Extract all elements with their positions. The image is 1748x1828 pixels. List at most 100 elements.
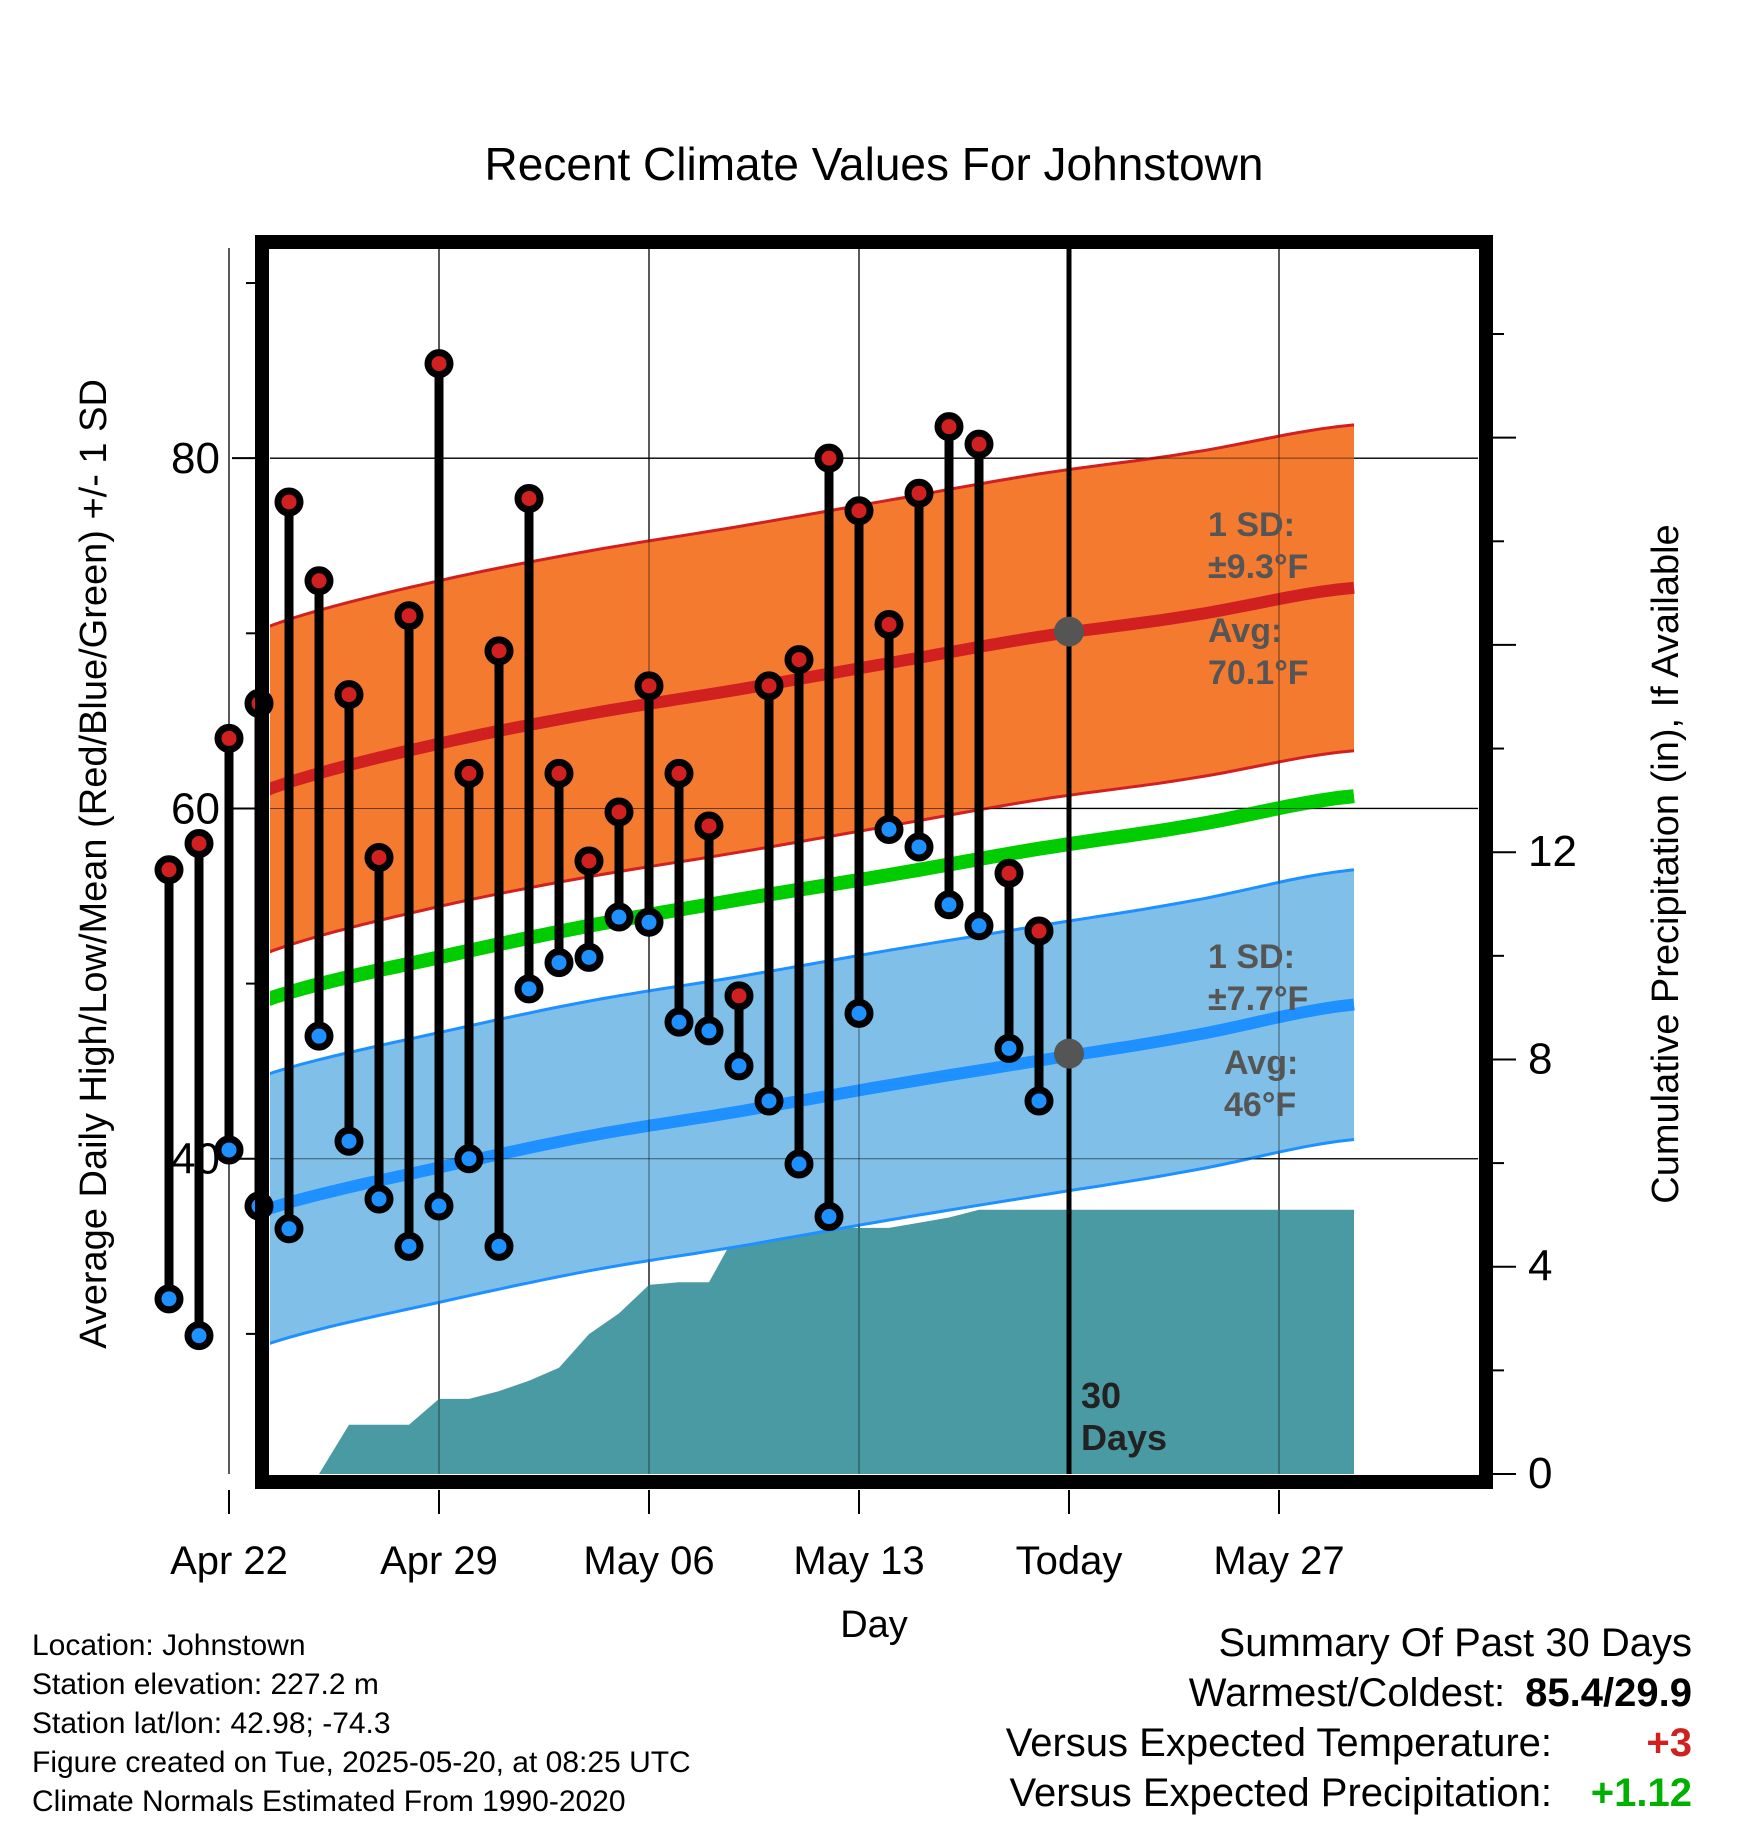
high-point <box>604 797 634 827</box>
x-axis-label: Day <box>840 1604 908 1646</box>
low-sd-unit: °F <box>1274 980 1308 1018</box>
high-point <box>634 671 664 701</box>
created-text: Figure created on Tue, 2025-05-20, at 08… <box>32 1746 691 1779</box>
low-point <box>934 890 964 920</box>
daily-range-bars <box>154 349 1054 1351</box>
high-point <box>874 610 904 640</box>
x-tick-label: May 06 <box>583 1539 714 1583</box>
low-point <box>814 1202 844 1232</box>
right-tick-label: 4 <box>1528 1242 1552 1291</box>
low-sd-value: ±7.7 <box>1208 980 1274 1018</box>
today-low-average-marker <box>1054 1038 1084 1069</box>
high-point <box>304 566 334 596</box>
high-point <box>484 636 514 666</box>
low-point <box>964 911 994 941</box>
high-band-upper-edge <box>270 423 1355 628</box>
high-point <box>904 478 934 508</box>
right-tick-label: 12 <box>1528 827 1577 876</box>
x-tick-label: Apr 29 <box>380 1539 498 1583</box>
high-point <box>844 496 874 526</box>
precip-row: Versus Expected Precipitation: +1.12 <box>1006 1768 1692 1818</box>
low-band-upper-edge <box>270 868 1355 1076</box>
today-high-average-marker <box>1054 616 1084 647</box>
x-tick-label: Apr 22 <box>170 1539 288 1583</box>
high-avg-unit: °F <box>1274 654 1308 692</box>
low-point <box>454 1144 484 1174</box>
high-point <box>694 811 724 841</box>
low-point <box>784 1149 814 1179</box>
elevation-text: Station elevation: 227.2 m <box>32 1668 379 1701</box>
high-point <box>514 483 544 513</box>
summary-panel: Summary Of Past 30 Days Warmest/Coldest:… <box>1006 1618 1692 1818</box>
low-avg-unit: °F <box>1262 1086 1296 1124</box>
high-point <box>1024 916 1054 946</box>
high-annotation: 1 SD: ±9.3°F Avg: 70.1°F <box>1208 506 1309 692</box>
low-point <box>1024 1086 1054 1116</box>
high-avg-value-text: 70.1°F <box>1208 654 1309 692</box>
low-point <box>754 1086 784 1116</box>
low-annotation: 1 SD: ±7.7°F Avg: 46°F <box>1208 938 1308 1124</box>
low-point <box>274 1214 304 1244</box>
low-point <box>604 902 634 932</box>
low-point <box>514 974 544 1004</box>
high-sd-unit: °F <box>1274 548 1308 586</box>
high-point <box>754 671 784 701</box>
plot-frame <box>255 235 1493 1489</box>
high-point <box>814 443 844 473</box>
high-point <box>544 758 574 788</box>
high-sd-band <box>270 424 1354 952</box>
low-avg-value: 46 <box>1224 1086 1262 1124</box>
days-label-line: 30 <box>1081 1375 1121 1416</box>
high-point <box>274 487 304 517</box>
high-point <box>454 758 484 788</box>
low-point <box>304 1021 334 1051</box>
low-point <box>634 907 664 937</box>
high-point <box>364 842 394 872</box>
low-sd-band <box>270 869 1354 1344</box>
temp-label: Versus Expected Temperature: <box>1005 1721 1552 1765</box>
precip-value: +1.12 <box>1590 1771 1692 1815</box>
low-point <box>844 998 874 1028</box>
station-info: Location: Johnstown Station elevation: 2… <box>32 1626 691 1821</box>
low-point <box>544 948 574 978</box>
high-point <box>424 349 454 379</box>
low-point <box>364 1184 394 1214</box>
mean-temperature-line <box>270 789 1355 1007</box>
x-axis: Apr 22 Apr 29 May 06 May 13 Today May 27 <box>170 1490 1345 1583</box>
y2-axis-label: Cumulative Precipitation (in), If Availa… <box>1645 524 1687 1203</box>
latlon-text: Station lat/lon: 42.98; -74.3 <box>32 1707 391 1740</box>
high-point <box>724 981 754 1011</box>
normals-text: Climate Normals Estimated From 1990-2020 <box>32 1785 626 1818</box>
x-tick-label: May 13 <box>793 1539 924 1583</box>
right-tick-label: 0 <box>1528 1449 1552 1498</box>
low-point <box>994 1033 1024 1063</box>
y-axis-label: Average Daily High/Low/Mean (Red/Blue/Gr… <box>73 379 115 1349</box>
high-point <box>994 858 1024 888</box>
days-label: 30 Days <box>1081 1375 1167 1458</box>
low-point <box>724 1051 754 1081</box>
low-band-lower-edge <box>270 1138 1355 1345</box>
precip-label: Versus Expected Precipitation: <box>1009 1771 1552 1815</box>
left-tick-label: 80 <box>171 434 220 483</box>
low-sd-value-text: ±7.7°F <box>1208 980 1308 1018</box>
high-band-lower-edge <box>270 749 1355 954</box>
high-point <box>214 723 244 753</box>
high-point <box>394 601 424 631</box>
low-sd-label: 1 SD: <box>1208 938 1295 976</box>
high-avg-value: 70.1 <box>1208 654 1274 692</box>
low-point <box>484 1231 514 1261</box>
high-point <box>334 680 364 710</box>
left-tick-label: 40 <box>171 1135 220 1184</box>
low-point <box>904 832 934 862</box>
high-avg-label: Avg: <box>1208 612 1282 650</box>
left-axis: 40 60 80 <box>171 282 256 1335</box>
high-point <box>964 429 994 459</box>
low-avg-label: Avg: <box>1224 1044 1298 1082</box>
low-point <box>664 1007 694 1037</box>
low-point <box>874 814 904 844</box>
low-point <box>694 1016 724 1046</box>
low-point <box>424 1191 454 1221</box>
temp-row: Versus Expected Temperature: +3 <box>1006 1718 1692 1768</box>
location-text: Location: Johnstown <box>32 1629 306 1662</box>
left-tick-label: 60 <box>171 784 220 833</box>
